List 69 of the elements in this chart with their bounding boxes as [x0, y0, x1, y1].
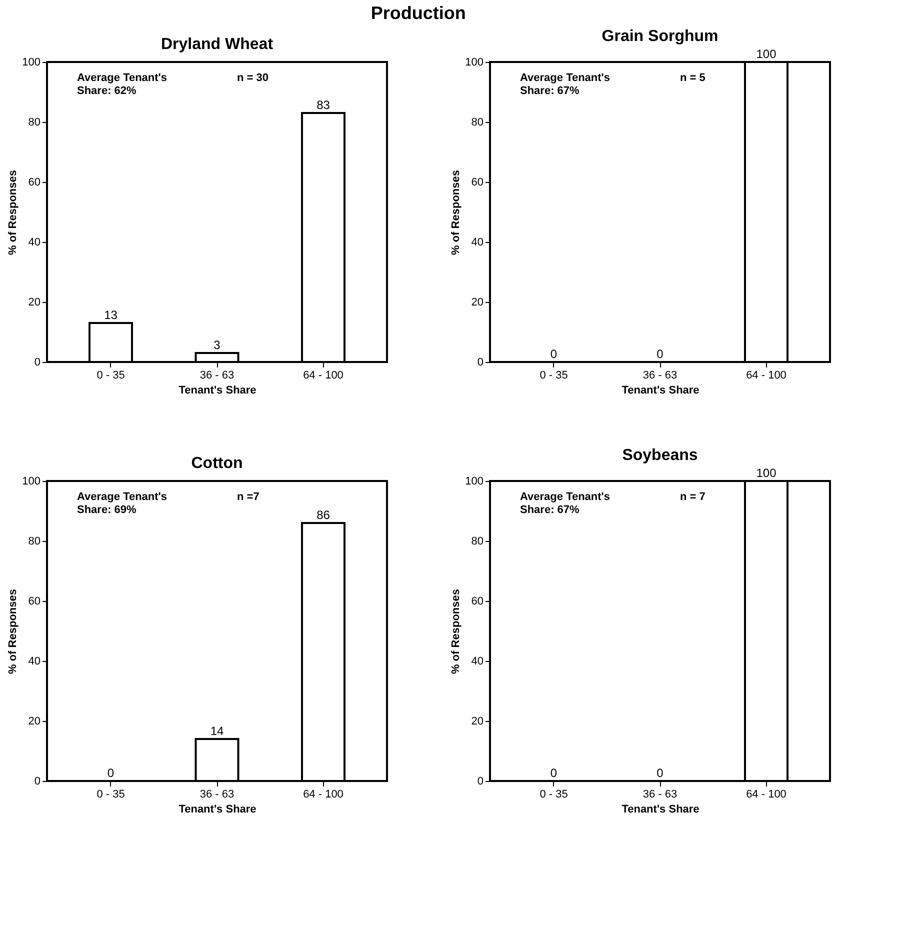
x-tick-label: 0 - 35	[540, 788, 568, 800]
chart-title: Soybeans	[622, 447, 698, 464]
x-axis-title: Tenant's Share	[622, 804, 700, 816]
x-tick-label: 64 - 100	[303, 370, 344, 382]
x-tick-label: 36 - 63	[200, 788, 234, 800]
annotation: Average Tenant's Share: 67%	[520, 72, 610, 97]
x-axis-title: Tenant's Share	[622, 384, 700, 396]
annotation: Average Tenant's Share: 67%	[520, 491, 610, 516]
data-label: 13	[104, 308, 118, 322]
y-tick-label: 40	[471, 236, 484, 248]
chart-title: Cotton	[191, 455, 243, 472]
y-tick-label: 60	[28, 176, 40, 188]
y-axis-title: % of Responses	[7, 170, 20, 255]
y-tick-label: 40	[28, 656, 40, 668]
y-tick-label: 80	[471, 116, 484, 128]
y-axis-title: % of Responses	[450, 589, 462, 674]
text: Production	[370, 3, 466, 23]
y-tick-label: 20	[28, 716, 40, 728]
x-tick-label: 36 - 63	[642, 788, 678, 800]
annotation: Average Tenant's Share: 69%	[77, 491, 168, 516]
y-tick-label: 100	[465, 476, 484, 488]
x-tick-label: 64 - 100	[746, 370, 786, 382]
data-label: 3	[214, 338, 221, 352]
y-tick-label: 100	[22, 56, 40, 68]
x-tick-label: 0 - 35	[540, 370, 568, 382]
x-axis-title: Tenant's Share	[178, 384, 256, 396]
y-tick-label: 20	[471, 296, 484, 308]
annotation: n = 5	[680, 72, 706, 84]
data-label: 86	[316, 508, 330, 522]
chart-title: Dryland Wheat	[160, 36, 274, 53]
y-tick-label: 0	[477, 776, 484, 788]
y-tick-label: 20	[471, 716, 484, 728]
y-tick-label: 80	[28, 536, 40, 548]
data-label: 100	[756, 466, 777, 480]
data-label: 0	[550, 766, 558, 780]
data-label: 100	[756, 47, 777, 61]
x-axis-title: Tenant's Share	[178, 804, 256, 816]
data-label: 0	[656, 347, 664, 361]
data-label: 0	[107, 766, 114, 780]
y-tick-label: 100	[465, 56, 484, 68]
data-label: 0	[550, 347, 558, 361]
chart-title: Grain Sorghum	[602, 28, 718, 45]
y-tick-label: 0	[34, 776, 40, 788]
data-label: 0	[656, 766, 664, 780]
y-tick-label: 60	[471, 596, 484, 608]
y-tick-label: 100	[22, 476, 40, 488]
y-tick-label: 20	[28, 296, 40, 308]
y-tick-label: 40	[28, 236, 40, 248]
annotation: Average Tenant's Share: 62%	[77, 72, 168, 97]
data-label: 14	[210, 724, 224, 738]
x-tick-label: 36 - 63	[200, 370, 234, 382]
x-tick-label: 36 - 63	[642, 370, 678, 382]
annotation: n = 30	[237, 72, 268, 84]
y-axis-title: % of Responses	[450, 170, 462, 255]
x-tick-label: 64 - 100	[303, 788, 344, 800]
y-tick-label: 80	[471, 536, 484, 548]
y-tick-label: 60	[471, 176, 484, 188]
x-tick-label: 64 - 100	[746, 788, 786, 800]
annotation: n =7	[237, 491, 260, 503]
y-tick-label: 80	[28, 116, 40, 128]
x-tick-label: 0 - 35	[96, 370, 125, 382]
y-tick-label: 0	[477, 356, 484, 368]
y-tick-label: 40	[471, 656, 484, 668]
y-axis-title: % of Responses	[7, 589, 20, 674]
y-tick-label: 0	[34, 356, 40, 368]
data-label: 83	[316, 98, 330, 112]
y-tick-label: 60	[28, 596, 40, 608]
x-tick-label: 0 - 35	[96, 788, 125, 800]
annotation: n = 7	[680, 491, 706, 503]
